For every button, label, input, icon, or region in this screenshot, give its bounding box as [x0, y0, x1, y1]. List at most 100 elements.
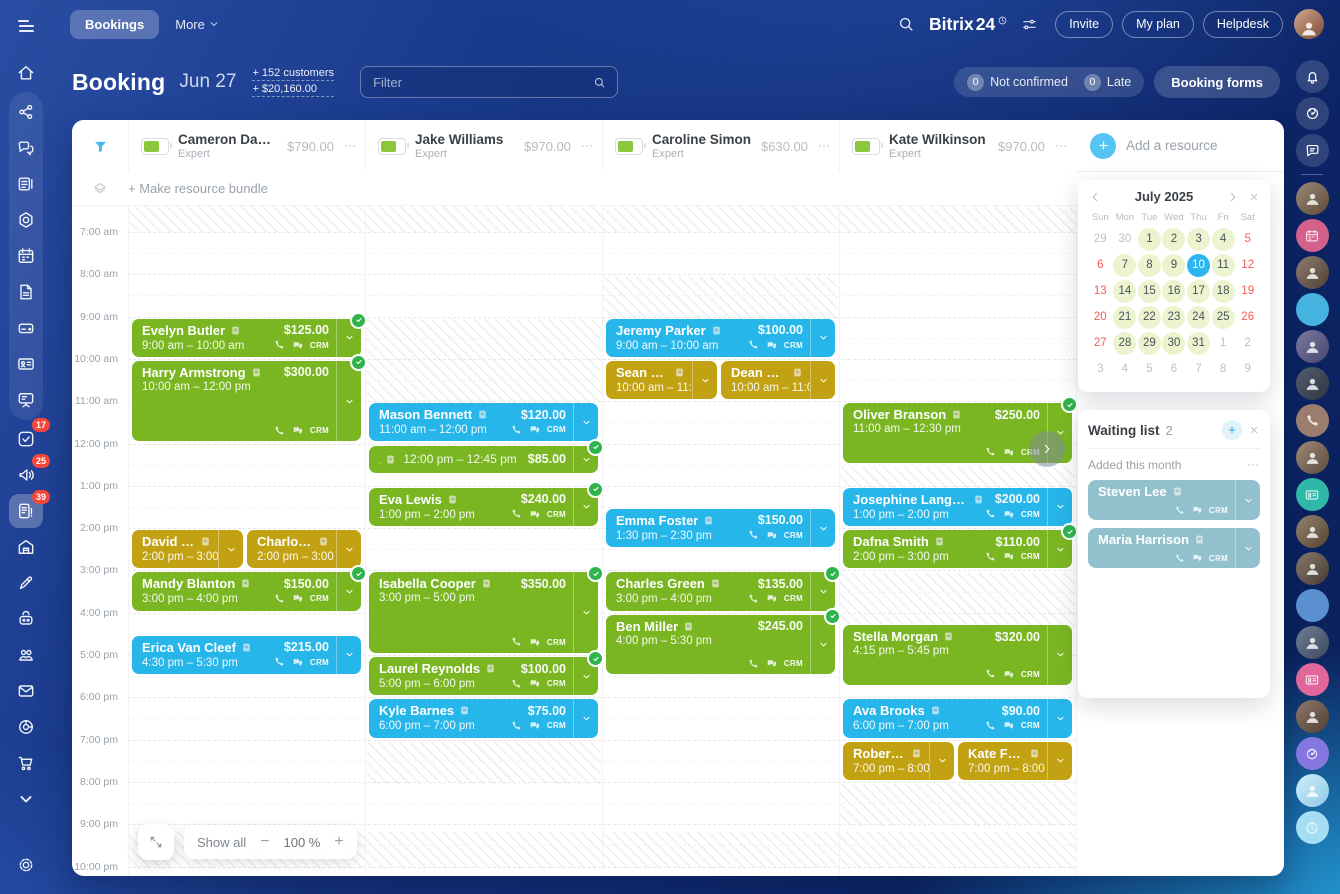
sidebar-item-boards[interactable]	[9, 383, 43, 417]
calendar-day[interactable]: 6	[1170, 363, 1178, 375]
calendar-day[interactable]: 16	[1162, 278, 1187, 304]
event-expand-button[interactable]	[573, 657, 598, 696]
close-icon[interactable]	[1248, 191, 1260, 203]
entry-expand-button[interactable]	[1235, 528, 1260, 568]
calendar-day[interactable]: 6	[1097, 259, 1104, 271]
event-expand-button[interactable]	[336, 572, 361, 611]
booking-event[interactable]: Charles Green $135.00 3:00 pm – 4:00 pm CRM	[606, 565, 841, 611]
calendar-day[interactable]: 20	[1093, 311, 1107, 323]
calendar-day[interactable]: 24	[1186, 304, 1211, 330]
calendar-day[interactable]: 14	[1113, 278, 1138, 304]
event-expand-button[interactable]	[573, 699, 598, 738]
calendar-day[interactable]: 29	[1093, 233, 1107, 245]
resource-header-cell[interactable]: Caroline Simon Expert $630.00	[603, 120, 840, 172]
tab-more[interactable]: More	[175, 17, 220, 32]
sidebar-item-documents[interactable]	[9, 275, 43, 309]
contact-avatar[interactable]	[1295, 552, 1329, 585]
calendar-day[interactable]: 1	[1137, 226, 1162, 252]
contact-avatar[interactable]	[1295, 700, 1329, 733]
event-expand-button[interactable]	[573, 403, 598, 442]
booking-event[interactable]: Erica Van Cleef $215.00 4:30 pm – 5:30 pm C…	[132, 635, 361, 675]
filter-search-box[interactable]	[360, 66, 619, 98]
more-options-icon[interactable]	[343, 139, 357, 153]
zoom-out-button[interactable]: −	[260, 833, 270, 850]
event-expand-button[interactable]	[336, 635, 361, 675]
sidebar-item-ai-assistant[interactable]	[9, 602, 43, 636]
calendar-day[interactable]: 30	[1162, 330, 1187, 356]
add-resource-button[interactable]: Add a resource	[1076, 120, 1284, 172]
rail-calendar-tile[interactable]	[1295, 219, 1329, 252]
booking-event[interactable]: Mason Bennett $120.00 11:00 am – 12:00 pm C…	[369, 403, 598, 442]
calendar-day[interactable]: 27	[1093, 337, 1107, 349]
calendar-day[interactable]: 4	[1121, 363, 1129, 375]
sidebar-item-mail[interactable]	[9, 674, 43, 708]
rail-pattern-tile[interactable]	[1295, 293, 1329, 326]
sidebar-item-tasks[interactable]: 17	[9, 418, 50, 456]
event-expand-button[interactable]	[573, 487, 598, 527]
customers-stat[interactable]: + 152 customers	[252, 67, 335, 81]
calendar-day[interactable]: 8	[1137, 252, 1162, 278]
contact-avatar[interactable]	[1295, 182, 1329, 215]
event-expand-button[interactable]	[1047, 487, 1072, 527]
booking-event[interactable]: Dafna Smith $110.00 2:00 pm – 3:00 pm CRM	[843, 523, 1078, 569]
filter-input[interactable]	[371, 73, 593, 91]
zoom-in-button[interactable]: +	[334, 833, 344, 850]
settings-slider-icon[interactable]	[1021, 16, 1038, 33]
sidebar-item-network[interactable]	[9, 95, 43, 129]
event-expand-button[interactable]	[1047, 699, 1072, 738]
hamburger-menu-icon[interactable]	[8, 8, 44, 44]
sidebar-item-crm[interactable]	[9, 347, 43, 381]
column-filter-button[interactable]	[72, 120, 129, 172]
calendar-day[interactable]: 5	[1146, 363, 1153, 375]
booking-event[interactable]: Oliver Branson $250.00 11:00 am – 12:30 pm…	[843, 396, 1078, 463]
sidebar-item-sites[interactable]	[9, 203, 43, 237]
booking-event[interactable]: Sean Baker10:00 am – 11:00	[606, 360, 717, 400]
booking-event[interactable]: Laurel Reynolds $100.00 5:00 pm – 6:00 pm C…	[369, 650, 604, 696]
booking-event[interactable]: Stella Morgan $320.00 4:15 pm – 5:45 pm CRM	[843, 625, 1072, 685]
calendar-day[interactable]: 12	[1241, 259, 1255, 271]
booking-event[interactable]: Eva Lewis $240.00 1:00 pm – 2:00 pm CRM	[369, 480, 604, 527]
event-expand-button[interactable]	[810, 614, 835, 675]
contact-avatar[interactable]	[1295, 515, 1329, 548]
event-expand-button[interactable]	[573, 445, 598, 474]
event-expand-button[interactable]	[692, 360, 717, 400]
booking-event[interactable]: Harry Armstrong $300.00 10:00 am – 12:00 p…	[132, 353, 367, 442]
event-expand-button[interactable]	[573, 572, 598, 653]
helpdesk-button[interactable]: Helpdesk	[1202, 10, 1283, 38]
calendar-day[interactable]: 13	[1093, 285, 1107, 297]
calendar-day[interactable]: 3	[1186, 226, 1211, 252]
sidebar-item-drive[interactable]	[9, 311, 43, 345]
sidebar-item-hr[interactable]	[9, 638, 43, 672]
booking-event[interactable]: Anna... 12:00 pm – 12:45 pm $85.00	[369, 438, 604, 474]
calendar-day[interactable]: 25	[1211, 304, 1236, 330]
event-expand-button[interactable]	[810, 572, 835, 611]
revenue-stat[interactable]: + $20,160.00	[252, 83, 335, 97]
booking-event[interactable]: David Sin...2:00 pm – 3:00 p	[132, 530, 243, 569]
invite-button[interactable]: Invite	[1055, 10, 1114, 38]
waiting-list-entry[interactable]: Steven Lee CRM	[1088, 480, 1260, 520]
more-options-icon[interactable]	[580, 139, 594, 153]
sidebar-item-home[interactable]	[9, 56, 43, 90]
prev-month-icon[interactable]	[1088, 190, 1102, 204]
calendar-day[interactable]: 21	[1113, 304, 1138, 330]
sidebar-item-settings[interactable]	[9, 848, 43, 882]
event-expand-button[interactable]	[336, 360, 361, 442]
my-plan-button[interactable]: My plan	[1122, 10, 1194, 38]
rail-clock-tile[interactable]	[1295, 811, 1329, 844]
booking-event[interactable]: Ava Brooks $90.00 6:00 pm – 7:00 pm CRM	[843, 699, 1072, 738]
calendar-day[interactable]: 15	[1137, 278, 1162, 304]
booking-event[interactable]: Ben Miller $245.00 4:00 pm – 5:30 pm CRM	[606, 607, 841, 675]
more-options-icon[interactable]	[817, 139, 831, 153]
sidebar-item-feed[interactable]	[9, 167, 43, 201]
event-expand-button[interactable]	[929, 741, 954, 780]
sidebar-item-messenger[interactable]	[9, 131, 43, 165]
booking-event[interactable]: Dean Har...10:00 am – 11:00	[721, 360, 835, 400]
user-avatar[interactable]	[1294, 9, 1324, 39]
calendar-day[interactable]: 5	[1244, 233, 1251, 245]
sidebar-item-booking[interactable]: 39	[9, 490, 50, 528]
booking-forms-button[interactable]: Booking forms	[1154, 66, 1280, 98]
booking-event[interactable]: Robert H...7:00 pm – 8:00 p	[843, 741, 954, 780]
current-date[interactable]: Jun 27	[179, 71, 237, 92]
show-all-button[interactable]: Show all	[197, 834, 247, 850]
calendar-day[interactable]: 11	[1211, 252, 1236, 278]
